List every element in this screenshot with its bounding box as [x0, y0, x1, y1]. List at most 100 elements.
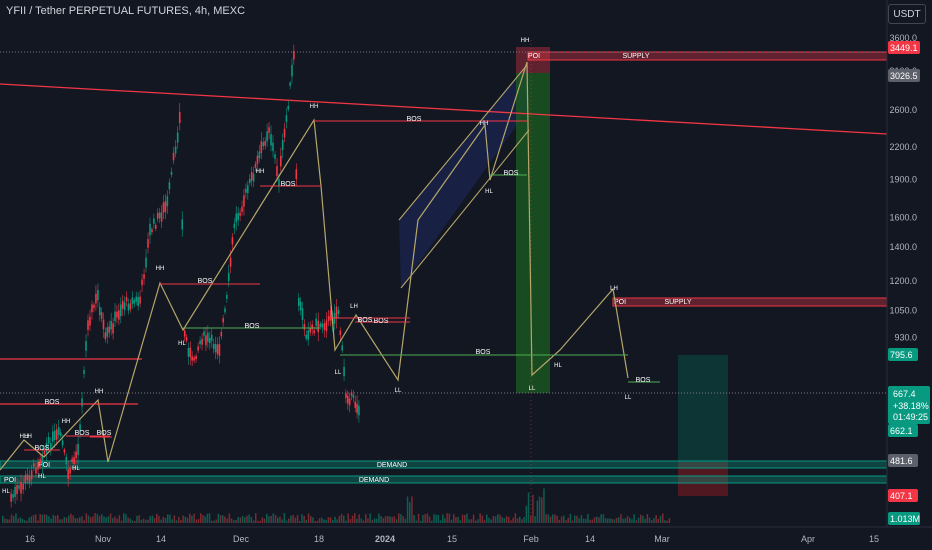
candle [295, 169, 298, 180]
candle [350, 392, 353, 396]
candle [71, 458, 73, 463]
volume-bar [543, 488, 545, 523]
volume-bar [466, 513, 468, 523]
volume-bar [642, 515, 644, 523]
candle [214, 344, 217, 353]
move-box-green [516, 73, 550, 393]
volume-bar [393, 516, 396, 523]
candle [127, 303, 130, 311]
volume-bar [162, 516, 165, 523]
volume-bar [384, 516, 387, 523]
price-badge [888, 348, 918, 361]
candle [137, 297, 139, 307]
volume-bar [338, 515, 341, 523]
volume-bar [435, 514, 437, 523]
chart-background-layer: SUPPLY SUPPLY DEMAND DEMAND POI POI POI POI [0, 40, 888, 520]
currency-button[interactable]: USDT [888, 4, 926, 24]
volume-bar [582, 518, 585, 523]
volume-bar [378, 513, 380, 523]
volume-bar [76, 518, 79, 523]
candles-layer [10, 44, 360, 508]
structure-point-label: HH [156, 266, 165, 272]
volume-bar [59, 519, 61, 523]
volume-bar [356, 518, 358, 523]
candle [35, 467, 37, 474]
volume-bar [479, 513, 481, 523]
volume-bar [116, 518, 118, 523]
volume-bar [24, 520, 26, 523]
volume-bar [173, 515, 176, 523]
candle [77, 443, 79, 456]
structure-point-label: HH [20, 434, 29, 440]
structure-point-label: HH [310, 104, 319, 110]
price-tick-label: 1050.0 [889, 306, 917, 316]
volume-bar [433, 514, 435, 523]
candle [319, 323, 322, 327]
volume-bar [569, 513, 572, 523]
volume-bar [314, 520, 316, 523]
volume-bar [257, 520, 259, 523]
candle [168, 182, 171, 190]
bos-label: BOS [636, 377, 651, 384]
volume-bar [481, 515, 484, 523]
candle [268, 127, 270, 133]
volume-bar [237, 516, 239, 523]
volume-bar [398, 513, 400, 523]
volume-bar [472, 514, 475, 523]
volume-bar [303, 515, 305, 523]
volume-bar [373, 518, 376, 523]
volume-bar [226, 518, 228, 523]
price-badge-label: 662.1 [890, 426, 913, 436]
bos-label: BOS [504, 170, 519, 177]
price-badge [888, 489, 918, 502]
candle [346, 395, 349, 404]
candle [16, 484, 18, 494]
time-tick-label: 14 [585, 534, 595, 544]
volume-bar [101, 514, 103, 523]
candle [143, 274, 145, 279]
volume-bar [39, 514, 41, 523]
candle [166, 196, 169, 207]
candle [243, 195, 245, 207]
candle [89, 316, 91, 326]
volume-bar [483, 520, 486, 523]
candle [299, 301, 302, 311]
price-tick-label: 3600.0 [889, 33, 917, 43]
volume-bar [279, 516, 281, 523]
volume-bar [468, 519, 470, 523]
candle [125, 297, 128, 302]
volume-bar [470, 519, 473, 523]
candle [116, 311, 118, 318]
structure-point-label: HH [256, 169, 265, 175]
volume-bar [547, 514, 550, 523]
volume-bar [618, 517, 620, 523]
candle [272, 142, 274, 151]
volume-bar [587, 513, 589, 523]
volume-bar [41, 514, 44, 523]
volume-bar [567, 517, 569, 523]
candle [172, 152, 175, 161]
candle [121, 300, 124, 309]
candle [205, 335, 207, 346]
candle [281, 140, 284, 151]
price-tick-label: 1400.0 [889, 242, 917, 252]
volume-bar [659, 515, 662, 523]
candle [91, 304, 93, 313]
structure-point-label: HH [480, 121, 489, 127]
candle [335, 306, 338, 319]
volume-bar [668, 518, 671, 523]
volume-bar [272, 513, 275, 523]
volume-bar [15, 513, 17, 523]
volume-bar [560, 516, 563, 523]
volume-bar [387, 516, 389, 523]
volume-bar [349, 518, 352, 523]
zone-supply [527, 51, 888, 61]
bos-label: BOS [374, 318, 389, 325]
volume-bar [202, 515, 204, 523]
candle [18, 485, 20, 489]
candle [305, 334, 308, 339]
volume-bar [545, 514, 547, 523]
poi-label: POI [614, 299, 626, 306]
volume-bar [635, 520, 638, 523]
